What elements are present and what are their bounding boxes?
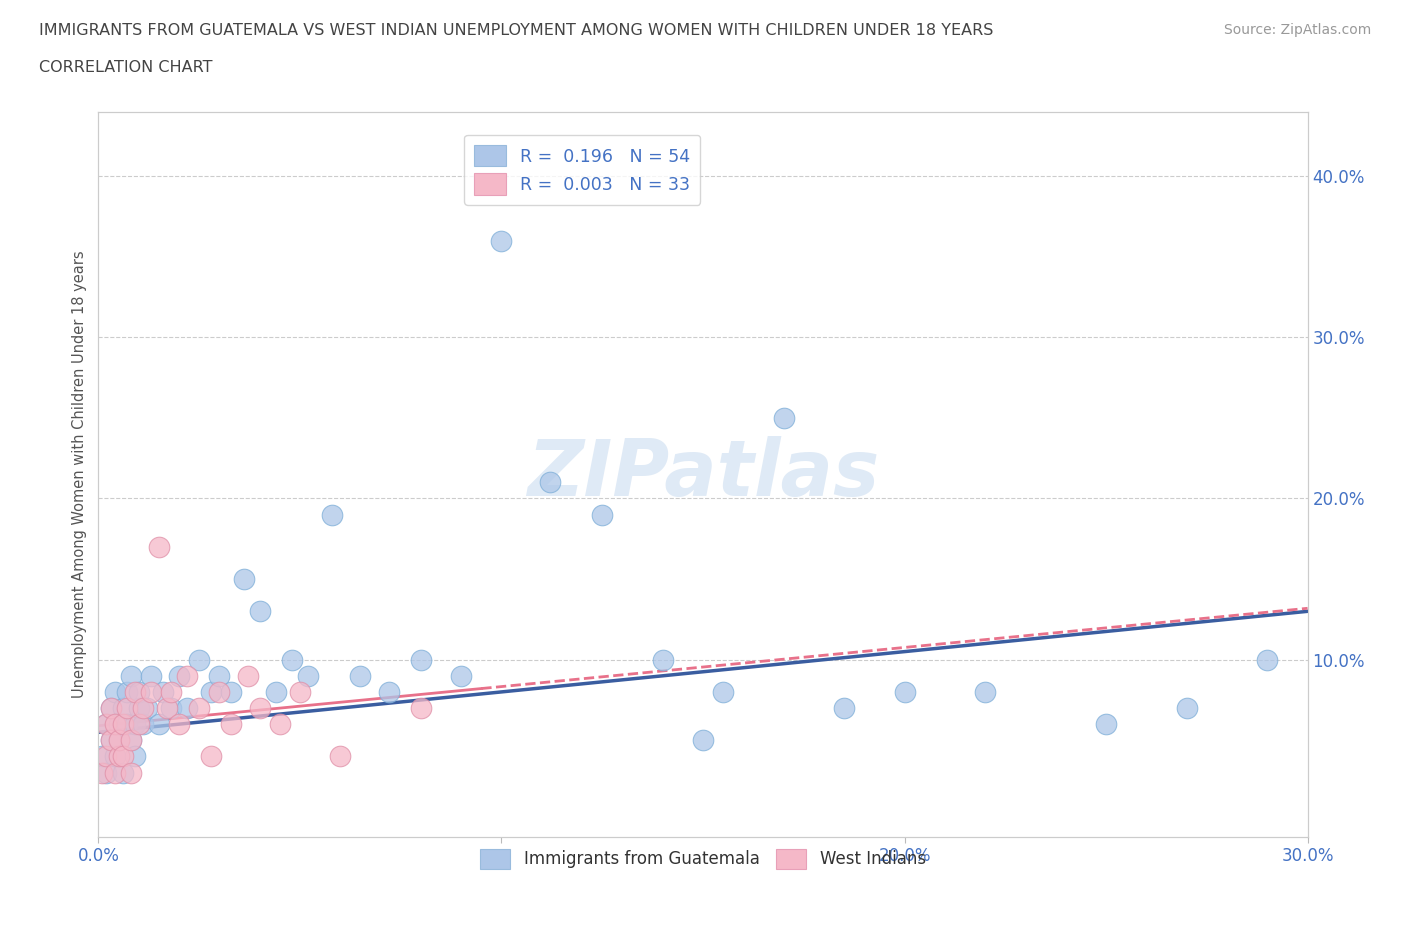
Point [120, 765, 142, 780]
Point [409, 652, 432, 667]
Point [772, 410, 794, 425]
Point [124, 717, 146, 732]
Point [832, 700, 855, 715]
Point [91, 749, 114, 764]
Point [491, 233, 513, 248]
Point [96, 765, 118, 780]
Point [96, 717, 118, 732]
Point [711, 684, 734, 699]
Point [111, 765, 134, 780]
Text: ZIPatlas: ZIPatlas [527, 436, 879, 512]
Point [538, 475, 561, 490]
Point [974, 684, 997, 699]
Point [281, 652, 304, 667]
Point [103, 717, 125, 732]
Point [188, 652, 211, 667]
Point [100, 700, 122, 715]
Point [188, 700, 211, 715]
Point [139, 669, 162, 684]
Point [120, 669, 142, 684]
Point [107, 733, 129, 748]
Point [135, 700, 157, 715]
Point [1256, 652, 1278, 667]
Point [100, 733, 122, 748]
Point [91, 765, 114, 780]
Point [221, 684, 243, 699]
Point [349, 669, 371, 684]
Point [297, 669, 319, 684]
Text: Source: ZipAtlas.com: Source: ZipAtlas.com [1223, 23, 1371, 37]
Point [1095, 717, 1118, 732]
Point [107, 749, 129, 764]
Point [148, 717, 170, 732]
Point [692, 733, 714, 748]
Point [1175, 700, 1198, 715]
Point [200, 684, 222, 699]
Point [232, 572, 254, 587]
Point [148, 539, 170, 554]
Point [103, 765, 125, 780]
Point [124, 684, 146, 699]
Text: IMMIGRANTS FROM GUATEMALA VS WEST INDIAN UNEMPLOYMENT AMONG WOMEN WITH CHILDREN : IMMIGRANTS FROM GUATEMALA VS WEST INDIAN… [39, 23, 994, 38]
Point [167, 669, 190, 684]
Point [100, 733, 122, 748]
Point [264, 684, 287, 699]
Point [111, 717, 134, 732]
Point [124, 749, 146, 764]
Point [115, 700, 138, 715]
Point [128, 700, 150, 715]
Legend: Immigrants from Guatemala, West Indians: Immigrants from Guatemala, West Indians [474, 843, 932, 876]
Point [160, 700, 183, 715]
Point [128, 717, 150, 732]
Point [236, 669, 259, 684]
Point [321, 507, 343, 522]
Point [103, 684, 125, 699]
Point [591, 507, 613, 522]
Point [120, 733, 142, 748]
Point [120, 733, 142, 748]
Point [115, 684, 138, 699]
Text: CORRELATION CHART: CORRELATION CHART [39, 60, 212, 75]
Point [208, 669, 231, 684]
Point [107, 733, 129, 748]
Point [176, 669, 198, 684]
Point [160, 684, 183, 699]
Point [893, 684, 915, 699]
Point [132, 717, 155, 732]
Point [96, 749, 118, 764]
Point [100, 700, 122, 715]
Point [139, 684, 162, 699]
Point [221, 717, 243, 732]
Point [96, 717, 118, 732]
Point [107, 717, 129, 732]
Point [152, 684, 174, 699]
Y-axis label: Unemployment Among Women with Children Under 18 years: Unemployment Among Women with Children U… [72, 250, 87, 698]
Point [167, 717, 190, 732]
Point [111, 749, 134, 764]
Point [450, 669, 472, 684]
Point [651, 652, 673, 667]
Point [132, 700, 155, 715]
Point [409, 700, 432, 715]
Point [200, 749, 222, 764]
Point [103, 749, 125, 764]
Point [128, 684, 150, 699]
Point [156, 700, 179, 715]
Point [269, 717, 291, 732]
Point [329, 749, 352, 764]
Point [208, 684, 231, 699]
Point [249, 604, 271, 618]
Point [377, 684, 399, 699]
Point [288, 684, 311, 699]
Point [115, 717, 138, 732]
Point [249, 700, 271, 715]
Point [111, 700, 134, 715]
Point [176, 700, 198, 715]
